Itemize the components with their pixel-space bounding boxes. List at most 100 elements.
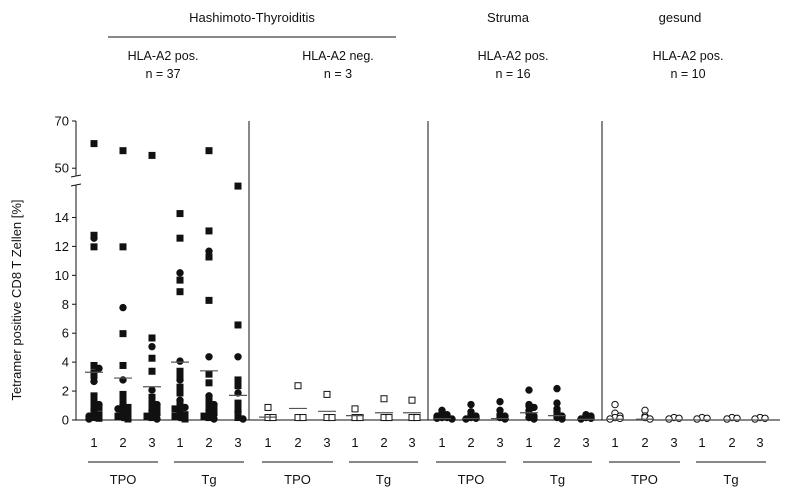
- x-tick-label: 1: [611, 435, 618, 450]
- y-tick-label: 70: [55, 114, 69, 129]
- y-tick-label: 14: [55, 210, 69, 225]
- data-point: [176, 383, 184, 391]
- x-tick-label: 1: [525, 435, 532, 450]
- data-point: [356, 414, 364, 422]
- data-point: [294, 382, 302, 390]
- x-tick-label: 2: [467, 435, 474, 450]
- data-point: [119, 243, 127, 251]
- data-point: [210, 415, 218, 423]
- data-point: [525, 386, 533, 394]
- data-point: [351, 405, 359, 413]
- data-point: [611, 400, 619, 409]
- data-point: [148, 151, 156, 159]
- x-tick-label: 3: [408, 435, 415, 450]
- group-title: Struma: [487, 10, 530, 25]
- cohort-label: HLA-A2 pos.: [478, 49, 549, 63]
- cohort-label: HLA-A2 pos.: [128, 49, 199, 63]
- data-point: [176, 269, 184, 277]
- x-tick-label: 1: [90, 435, 97, 450]
- data-point: [148, 386, 156, 394]
- data-point: [176, 288, 184, 296]
- cohort-n: n = 3: [324, 67, 352, 81]
- axis-break-mark: [70, 174, 82, 178]
- x-tick-label: 2: [294, 435, 301, 450]
- data-point: [413, 414, 421, 422]
- data-point: [176, 234, 184, 242]
- data-point: [85, 415, 93, 423]
- x-tick-label: 1: [176, 435, 183, 450]
- data-point: [665, 415, 673, 423]
- data-point: [234, 382, 242, 390]
- x-tick-label: 2: [641, 435, 648, 450]
- data-point: [90, 243, 98, 251]
- data-point: [693, 415, 701, 423]
- peptide-label: TPO: [110, 472, 137, 487]
- data-point: [95, 414, 103, 422]
- data-point: [467, 400, 475, 409]
- data-point: [558, 415, 566, 423]
- data-point: [234, 182, 242, 190]
- data-point: [553, 384, 561, 393]
- data-point: [380, 395, 388, 403]
- data-point: [239, 415, 247, 423]
- data-point: [205, 247, 213, 255]
- data-point: [234, 376, 242, 384]
- data-point: [205, 253, 213, 261]
- data-point: [176, 357, 184, 365]
- data-point: [119, 303, 127, 312]
- data-point: [153, 415, 161, 423]
- data-point: [587, 414, 595, 422]
- data-point: [234, 389, 242, 397]
- y-tick-label: 2: [62, 384, 69, 399]
- data-point: [408, 396, 416, 404]
- cohort-n: n = 37: [145, 67, 180, 81]
- data-point: [119, 361, 127, 369]
- x-tick-label: 1: [698, 435, 705, 450]
- x-tick-label: 1: [264, 435, 271, 450]
- x-tick-label: 3: [148, 435, 155, 450]
- y-axis-label: Tetramer positive CD8 T Zellen [%]: [9, 199, 24, 400]
- x-tick-label: 3: [670, 435, 677, 450]
- x-tick-label: 3: [496, 435, 503, 450]
- data-point: [205, 379, 213, 387]
- peptide-label: Tg: [201, 472, 216, 487]
- data-point: [205, 370, 213, 378]
- y-tick-label: 6: [62, 326, 69, 341]
- y-tick-label: 4: [62, 355, 69, 370]
- data-point: [90, 377, 98, 386]
- data-point: [234, 353, 242, 361]
- data-point: [176, 389, 184, 397]
- data-point: [119, 330, 127, 338]
- x-tick-label: 1: [351, 435, 358, 450]
- cohort-label: HLA-A2 pos.: [653, 49, 724, 63]
- data-point: [119, 390, 127, 398]
- data-point: [124, 415, 132, 423]
- data-point: [385, 414, 393, 422]
- data-point: [176, 276, 184, 284]
- x-tick-label: 2: [119, 435, 126, 450]
- cohort-label: HLA-A2 neg.: [302, 49, 374, 63]
- group-title: Hashimoto-Thyroiditis: [189, 10, 315, 25]
- x-tick-label: 3: [582, 435, 589, 450]
- data-point: [148, 334, 156, 342]
- peptide-label: Tg: [550, 472, 565, 487]
- data-point: [90, 234, 98, 242]
- data-point: [530, 415, 538, 423]
- data-point: [176, 210, 184, 218]
- data-point: [264, 403, 272, 411]
- data-point: [205, 353, 213, 361]
- x-tick-label: 2: [380, 435, 387, 450]
- cohort-n: n = 16: [495, 67, 530, 81]
- y-tick-label: 50: [55, 161, 69, 176]
- x-tick-label: 2: [728, 435, 735, 450]
- data-point: [90, 392, 98, 400]
- data-point: [328, 414, 336, 422]
- x-tick-label: 2: [553, 435, 560, 450]
- data-point: [234, 321, 242, 329]
- y-tick-label: 0: [62, 413, 69, 428]
- data-point: [148, 367, 156, 375]
- data-point: [751, 415, 759, 423]
- data-point: [90, 140, 98, 148]
- data-point: [205, 147, 213, 155]
- data-point: [323, 390, 331, 398]
